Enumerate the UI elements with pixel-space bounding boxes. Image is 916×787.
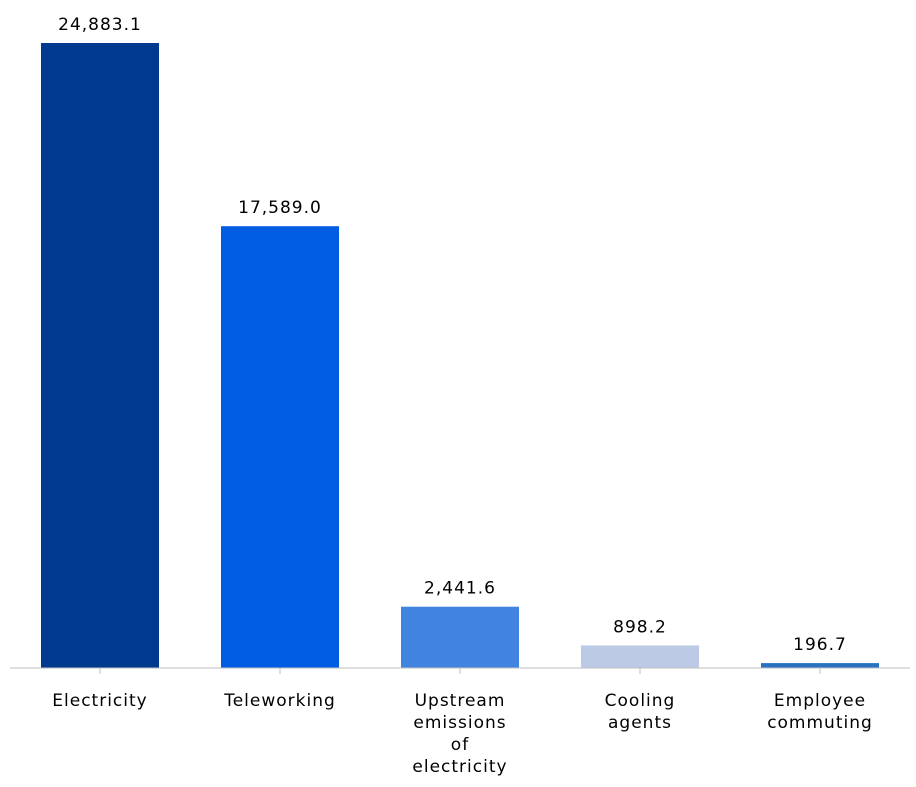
category-label-line: Teleworking (223, 691, 336, 711)
category-label-line: of (451, 735, 469, 755)
bar (221, 226, 339, 668)
data-label: 898.2 (613, 617, 667, 637)
category-label-line: agents (608, 713, 672, 733)
category-label: Teleworking (223, 691, 336, 711)
category-label-line: emissions (413, 713, 506, 733)
category-label: Upstream emissions of electricity (412, 691, 507, 777)
value-labels: 24,883.1 17,589.0 2,441.6 898.2 196.7 (58, 15, 847, 655)
bar (41, 43, 159, 668)
category-label-line: Employee (774, 691, 866, 711)
bars-layer (41, 43, 879, 668)
category-label: Electricity (52, 691, 147, 711)
category-label: Cooling agents (605, 691, 676, 733)
data-label: 24,883.1 (58, 15, 142, 35)
category-label-line: Cooling (605, 691, 676, 711)
x-axis-ticks (99, 668, 821, 674)
category-label-line: Electricity (52, 691, 147, 711)
bar (581, 645, 699, 668)
category-label-line: commuting (767, 713, 873, 733)
bar (761, 663, 879, 668)
category-label-line: Upstream (415, 691, 506, 711)
data-label: 2,441.6 (424, 579, 496, 599)
bar (401, 606, 519, 668)
category-labels: Electricity Teleworking Upstream emissions o… (52, 691, 873, 777)
category-label-line: electricity (412, 757, 507, 777)
data-label: 17,589.0 (238, 198, 322, 218)
category-label: Employee commuting (767, 691, 873, 733)
data-label: 196.7 (793, 635, 847, 655)
